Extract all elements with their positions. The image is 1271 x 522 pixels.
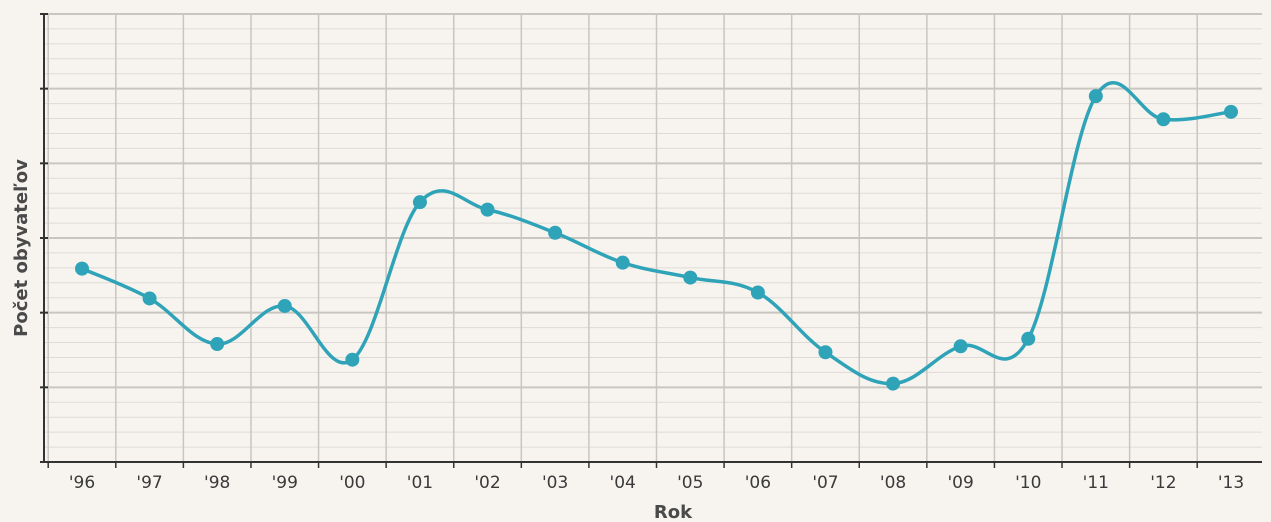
x-tick-label: '00 — [339, 473, 365, 493]
x-tick-label: '06 — [745, 473, 771, 493]
data-point-5 — [412, 195, 427, 210]
x-tick-label: '08 — [880, 473, 906, 493]
data-point-2 — [210, 337, 225, 352]
data-point-11 — [818, 345, 833, 360]
x-axis-title: Rok — [654, 502, 693, 522]
x-tick-label: '07 — [812, 473, 838, 493]
x-tick-labels: '96 '97 '98 '99 '00 '01 '02 '03 '04 '05 '06 '07 '08 '… — [69, 473, 1244, 493]
x-tick-label: '02 — [474, 473, 500, 493]
axes — [40, 13, 1262, 468]
data-point-16 — [1156, 112, 1171, 127]
x-tick-label: '09 — [947, 473, 973, 493]
x-tick-label: '01 — [407, 473, 433, 493]
x-tick-label: '12 — [1150, 473, 1176, 493]
x-tick-label: '97 — [136, 473, 162, 493]
data-point-13 — [953, 339, 968, 354]
y-axis-title: Počet obyvateľov — [11, 159, 32, 337]
data-point-14 — [1021, 331, 1036, 346]
data-point-10 — [750, 285, 765, 300]
x-tick-label: '13 — [1218, 473, 1244, 493]
x-tick-label: '03 — [542, 473, 568, 493]
data-point-8 — [615, 255, 630, 270]
data-point-6 — [480, 202, 495, 217]
grid — [44, 13, 1262, 462]
data-point-9 — [683, 270, 698, 285]
x-tick-label: '96 — [69, 473, 95, 493]
x-tick-label: '99 — [272, 473, 298, 493]
x-tick-label: '04 — [610, 473, 636, 493]
data-point-0 — [75, 261, 89, 276]
data-point-17 — [1224, 104, 1238, 119]
data-point-3 — [277, 298, 292, 313]
x-tick-label: '98 — [204, 473, 230, 493]
data-point-12 — [886, 376, 901, 391]
data-point-4 — [345, 352, 360, 367]
x-tick-label: '11 — [1083, 473, 1109, 493]
data-point-15 — [1088, 89, 1103, 104]
data-points — [75, 89, 1238, 391]
data-point-1 — [142, 291, 157, 306]
x-tick-label: '10 — [1015, 473, 1041, 493]
x-tick-label: '05 — [677, 473, 703, 493]
data-point-7 — [548, 225, 563, 240]
